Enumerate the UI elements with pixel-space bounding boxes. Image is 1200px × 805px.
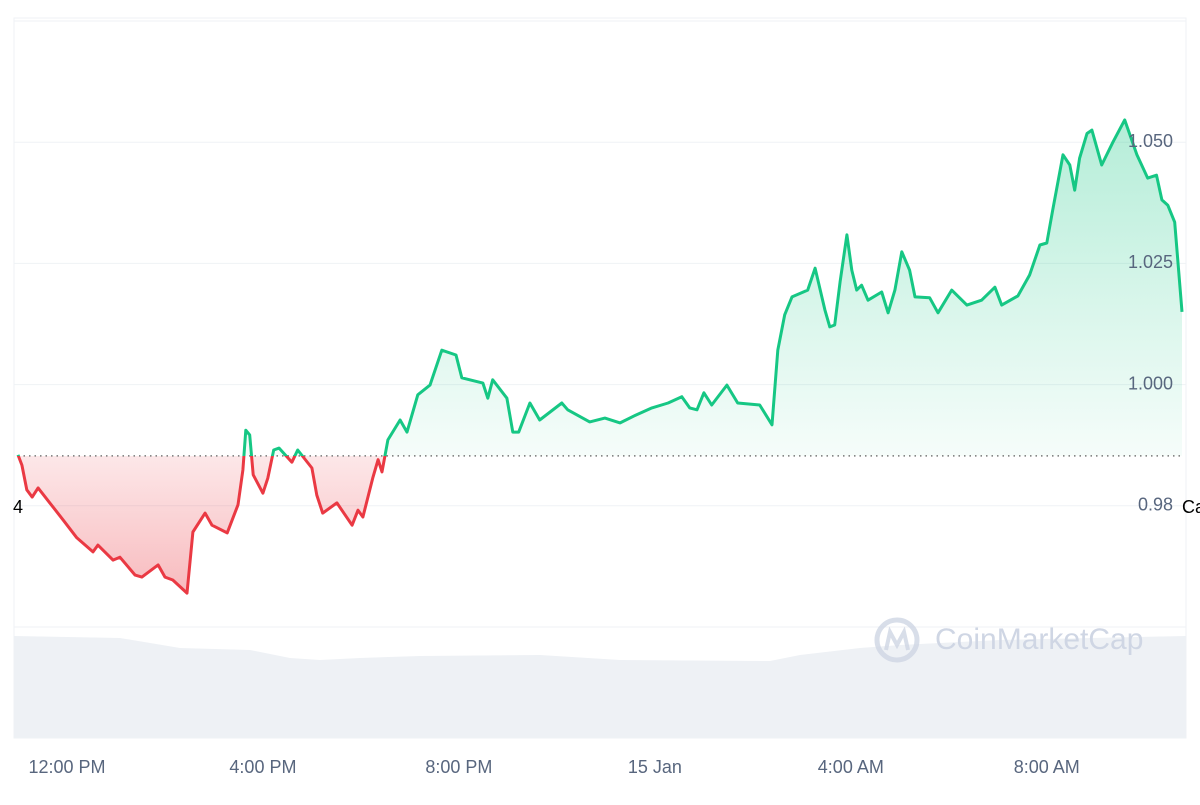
right-edge-label: Ca (1182, 497, 1200, 517)
x-tick-label: 8:00 AM (1014, 757, 1080, 777)
y-tick-label: 1.025 (1128, 252, 1173, 272)
left-edge-label: 4 (13, 497, 23, 517)
x-tick-label: 12:00 PM (28, 757, 105, 777)
price-line (16, 118, 1184, 595)
watermark-logo (874, 617, 920, 663)
y-tick-label: 1.050 (1128, 131, 1173, 151)
y-tick-label: 1.000 (1128, 373, 1173, 393)
price-area (18, 119, 1182, 594)
x-tick-label: 15 Jan (628, 757, 682, 777)
watermark: CoinMarketCap (935, 623, 1143, 656)
x-tick-label: 8:00 PM (425, 757, 492, 777)
x-tick-label: 4:00 PM (229, 757, 296, 777)
x-tick-label: 4:00 AM (818, 757, 884, 777)
y-tick-label: 0.98 (1138, 495, 1173, 515)
